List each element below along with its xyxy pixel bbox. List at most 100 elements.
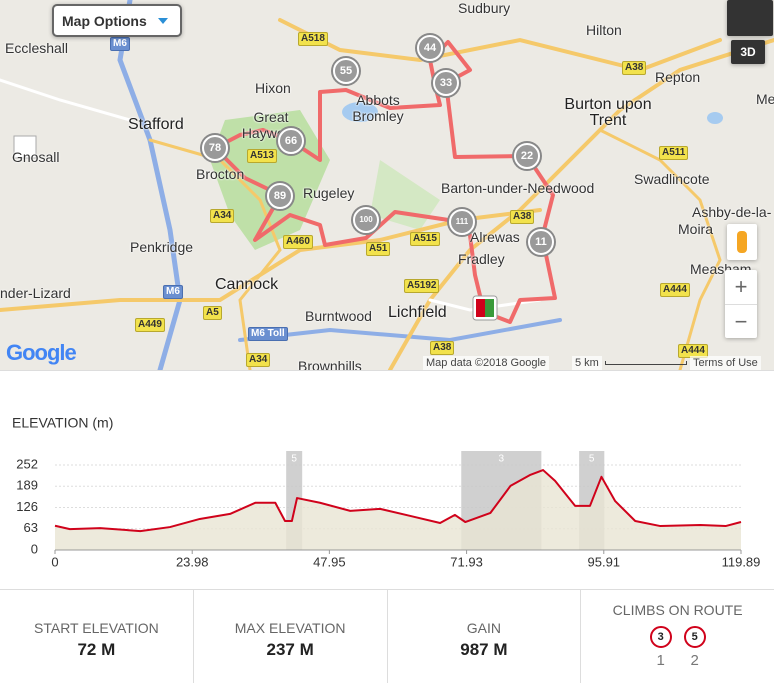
photo-cluster[interactable]: 55: [333, 58, 359, 84]
climb-category: 5: [589, 454, 595, 465]
town-label: Eccleshall: [5, 40, 69, 56]
climb-category: 5: [291, 454, 297, 465]
road-label: A518: [298, 32, 328, 46]
town-label: Brocton: [196, 166, 245, 182]
street-view-pegman[interactable]: [727, 224, 757, 260]
town-label: Swadlincote: [634, 171, 710, 187]
zoom-control: + −: [725, 270, 757, 338]
road-label: A5: [203, 306, 222, 320]
elevation-line: [54, 469, 742, 533]
y-tick-label: 126: [16, 499, 38, 514]
stat-value: 237 M: [266, 640, 314, 659]
y-tick-label: 189: [16, 478, 38, 493]
stat-value: 987 M: [460, 640, 508, 659]
town-label: Barton-under-Needwood: [441, 180, 595, 196]
town-label: Lichfield: [388, 304, 447, 321]
x-tick-label: 119.89: [722, 554, 761, 569]
park: [370, 160, 440, 230]
x-tick-label: 47.95: [313, 554, 346, 569]
town-label: Penkridge: [130, 239, 194, 255]
climb-number: 1: [656, 652, 665, 669]
road-label: A444: [660, 283, 690, 297]
climb-category: 3: [499, 454, 505, 465]
climb-category: 5: [683, 626, 706, 648]
stat: START ELEVATION 72 M: [0, 590, 194, 683]
stat-label: START ELEVATION: [34, 620, 159, 636]
y-tick-label: 63: [24, 520, 38, 535]
x-tick-label: 0: [51, 554, 58, 569]
town-label: Stafford: [128, 116, 184, 133]
road-label: A38: [430, 341, 455, 355]
terms-link[interactable]: Terms of Use: [690, 356, 761, 370]
zoom-in[interactable]: +: [725, 270, 757, 305]
chart-title: ELEVATION (m): [12, 415, 113, 431]
road-label: A5192: [404, 279, 440, 293]
road-label: A34: [246, 353, 271, 367]
stat-label: CLIMBS ON ROUTE: [612, 602, 743, 618]
town-label: Cannock: [215, 276, 279, 293]
town-label: Burntwood: [305, 308, 372, 324]
town-label: Hixon: [255, 80, 291, 96]
town-label: Moira: [678, 221, 714, 237]
stat-label: GAIN: [466, 620, 501, 636]
town-label: Sudbury: [458, 0, 511, 16]
photo-cluster[interactable]: 89: [267, 183, 293, 209]
zoom-out[interactable]: −: [734, 309, 748, 334]
photo-cluster[interactable]: 44: [417, 35, 443, 61]
finish-flag: [485, 299, 494, 317]
photo-cluster[interactable]: 78: [202, 135, 228, 161]
elevation-chart: ELEVATION (m) 0 63 126 189 252 0 23.98 47.95 71.…: [12, 415, 761, 570]
town-label: Me: [756, 91, 774, 107]
photo-cluster[interactable]: 33: [433, 70, 459, 96]
map-options-button[interactable]: Map Options: [52, 4, 182, 37]
route: [213, 40, 557, 324]
town-label: Repton: [655, 69, 701, 85]
road-label: A38: [622, 61, 647, 75]
road-label: A511: [659, 146, 689, 160]
stat-label: MAX ELEVATION: [234, 620, 346, 636]
y-tick-label: 0: [31, 541, 38, 556]
logo-text: Google: [6, 340, 77, 365]
photo-cluster[interactable]: 111: [449, 209, 475, 235]
climb-category: 3: [649, 626, 672, 648]
google-logo: Google: [6, 340, 77, 366]
town-label: Fradley: [458, 251, 505, 267]
town-label: nder-Lizard: [0, 285, 71, 301]
photo-cluster[interactable]: 100: [353, 207, 379, 233]
pegman-icon: [737, 231, 747, 253]
road-label: A51: [366, 242, 391, 256]
town-label: Brownhills: [298, 358, 362, 370]
road-label: M6: [110, 37, 130, 51]
dropdown-caret: [158, 18, 168, 24]
y-tick-label: 252: [16, 456, 38, 471]
x-tick-label: 95.91: [588, 554, 621, 569]
town-label: Burton upon Trent: [564, 96, 652, 129]
elevation-panel: ELEVATION (m) 0 63 126 189 252 0 23.98 47.95 71.…: [0, 370, 774, 591]
scale-bar: [605, 361, 687, 365]
road-label: A513: [247, 149, 277, 163]
photo-cluster[interactable]: 22: [514, 143, 540, 169]
3d-button[interactable]: 3D: [731, 40, 765, 64]
road-label: A460: [283, 235, 313, 249]
road-label: A38: [510, 210, 535, 224]
attribution[interactable]: Map data ©2018 Google: [423, 356, 550, 370]
road-label: M6 Toll: [248, 327, 288, 341]
stat-value: 72 M: [77, 640, 116, 659]
compass-icon[interactable]: [13, 135, 37, 159]
road-label: A515: [410, 232, 440, 246]
photo-cluster[interactable]: 11: [528, 229, 554, 255]
fullscreen-button[interactable]: [727, 0, 773, 36]
climb-number: 2: [690, 652, 699, 669]
stat: MAX ELEVATION 237 M: [194, 590, 388, 683]
x-tick-label: 23.98: [176, 554, 209, 569]
road-label: A449: [135, 318, 165, 332]
town-label: Gnosall: [12, 149, 60, 165]
button-text: Map Options: [62, 13, 147, 29]
map[interactable]: Eccleshall Sudbury Hilton Hixon Abbots B…: [0, 0, 774, 370]
photo-cluster[interactable]: 66: [278, 128, 304, 154]
town-label: Rugeley: [303, 185, 355, 201]
